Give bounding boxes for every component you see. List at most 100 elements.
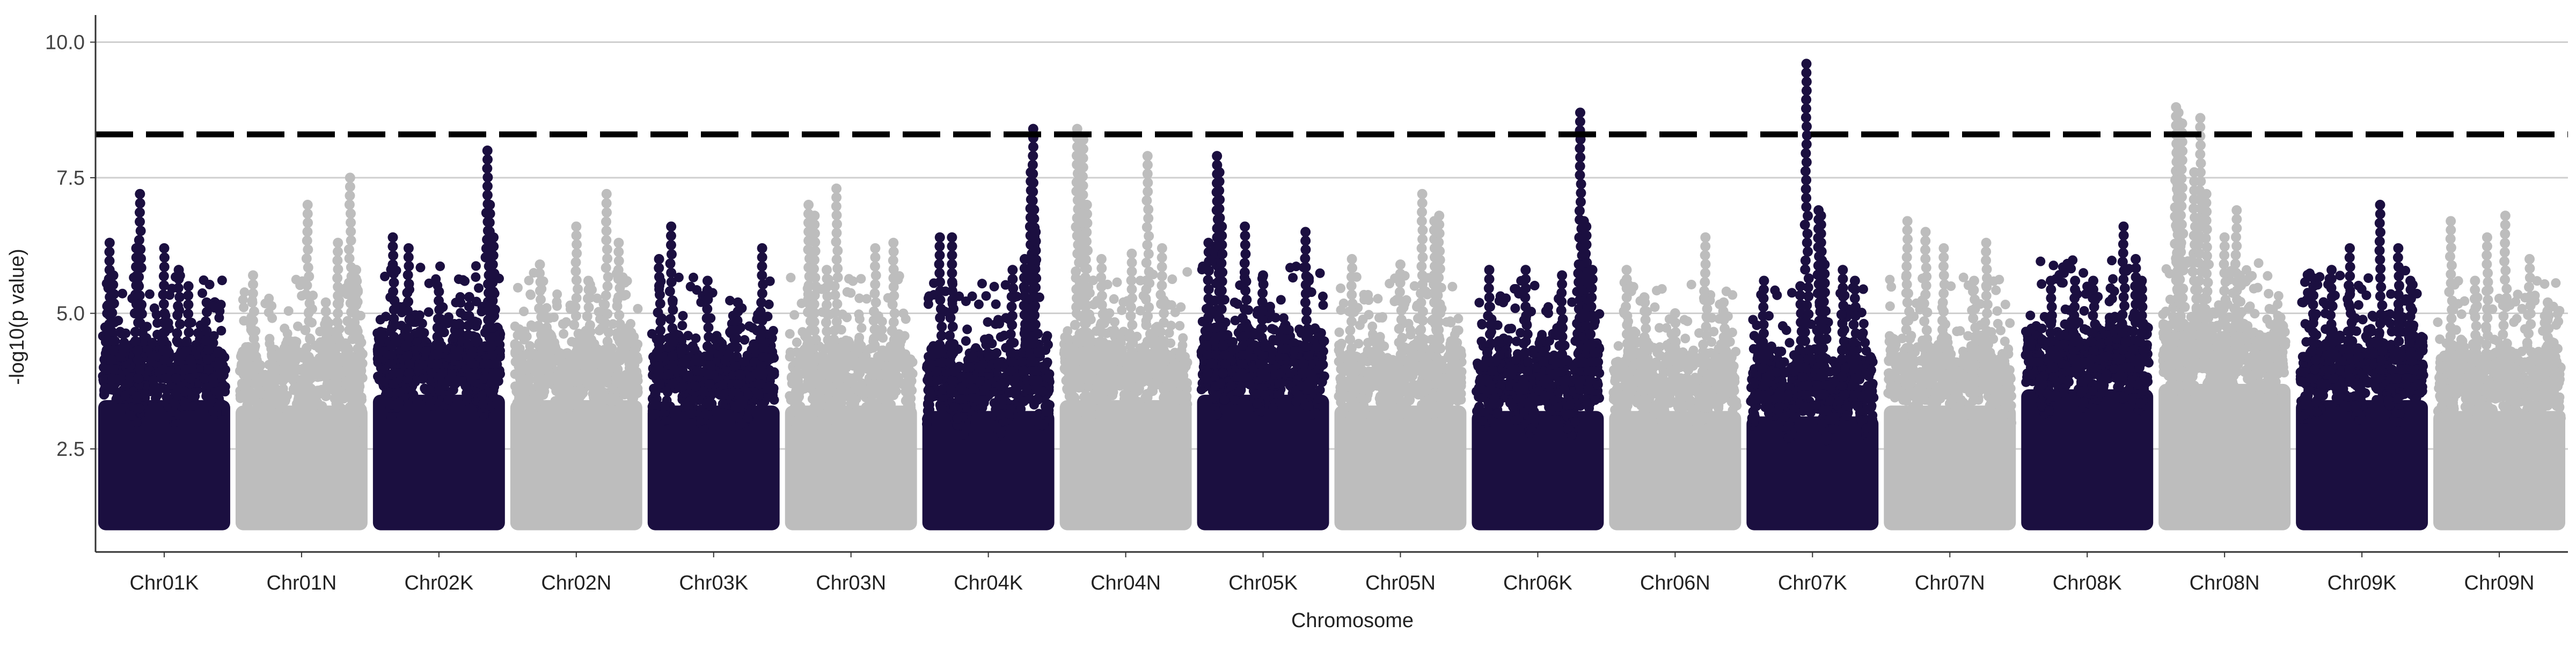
point <box>557 363 567 373</box>
peak-point <box>321 333 332 344</box>
peak-point <box>402 306 413 316</box>
peak-point <box>832 255 842 265</box>
peak-point <box>434 304 444 315</box>
point <box>522 365 532 375</box>
peak-point <box>404 252 414 262</box>
point <box>757 401 767 410</box>
peak-point <box>386 350 397 360</box>
peak-point <box>810 237 820 248</box>
peak-point <box>582 355 592 366</box>
peak-point <box>106 354 116 365</box>
peak-point <box>349 317 360 328</box>
peak-point <box>869 379 879 389</box>
peak-point <box>404 359 414 369</box>
peak-point <box>464 292 474 302</box>
point <box>852 384 862 394</box>
point <box>856 274 866 283</box>
peak-point <box>249 307 259 317</box>
point <box>117 329 127 339</box>
peak-point <box>130 308 140 318</box>
peak-point <box>136 226 146 236</box>
peak-point <box>602 244 612 255</box>
peak-point <box>888 256 898 266</box>
peak-point <box>604 327 614 337</box>
peak-point <box>304 370 314 380</box>
point <box>701 410 711 419</box>
peak-point <box>131 271 141 281</box>
point <box>953 414 962 424</box>
point <box>418 360 428 369</box>
peak-point <box>871 297 881 308</box>
peak-point <box>332 317 342 327</box>
point <box>193 328 203 338</box>
peak-point <box>868 343 878 353</box>
point <box>449 333 458 343</box>
peak-point <box>887 326 897 336</box>
peak-point <box>332 361 342 372</box>
series-Chr01K <box>98 189 230 530</box>
peak-point <box>832 299 842 309</box>
peak-point <box>248 370 259 380</box>
point <box>990 282 999 292</box>
point <box>876 390 885 400</box>
point <box>456 298 465 308</box>
peak-point <box>822 300 832 310</box>
point <box>997 394 1007 404</box>
peak-point <box>888 370 898 380</box>
peak-point <box>342 343 353 353</box>
peak-point <box>173 355 184 366</box>
peak-point <box>388 287 398 297</box>
point <box>608 383 618 393</box>
peak-point <box>135 216 145 227</box>
point <box>453 346 463 355</box>
peak-point <box>482 146 493 156</box>
peak-point <box>831 210 841 220</box>
point <box>744 321 754 331</box>
peak-point <box>487 295 497 306</box>
peak-point <box>702 313 712 323</box>
dense-points-Chr04K <box>923 411 1055 530</box>
peak-point <box>655 289 665 300</box>
peak-point <box>109 317 120 328</box>
peak-point <box>889 282 899 292</box>
point <box>561 387 571 396</box>
peak-point <box>201 316 211 326</box>
point <box>301 420 310 430</box>
peak-point <box>434 295 444 306</box>
point <box>922 419 932 429</box>
point <box>268 397 278 407</box>
peak-point <box>600 373 610 383</box>
peak-point <box>573 373 583 383</box>
peak-point <box>332 273 342 283</box>
point <box>688 341 698 351</box>
peak-point <box>831 237 841 247</box>
peak-point <box>830 352 840 362</box>
series-Chr04K <box>922 124 1055 530</box>
peak-point <box>304 271 314 281</box>
peak-point <box>402 323 412 333</box>
point <box>284 306 294 316</box>
peak-point <box>323 343 333 353</box>
peak-point <box>756 361 766 371</box>
point <box>651 389 661 398</box>
point <box>120 391 130 401</box>
point <box>825 388 835 397</box>
peak-point <box>615 355 625 366</box>
point <box>789 310 799 319</box>
peak-point <box>345 173 355 183</box>
peak-point <box>432 332 442 342</box>
peak-point <box>655 379 665 389</box>
peak-point <box>133 355 143 365</box>
point <box>702 399 712 409</box>
peak-point <box>107 373 118 383</box>
point <box>170 398 179 408</box>
peak-point <box>583 365 594 375</box>
point <box>522 332 532 341</box>
point <box>353 414 363 424</box>
point <box>869 424 879 434</box>
peak-point <box>583 285 594 295</box>
peak-point <box>173 301 183 311</box>
point <box>718 399 728 409</box>
peak-point <box>353 344 363 354</box>
